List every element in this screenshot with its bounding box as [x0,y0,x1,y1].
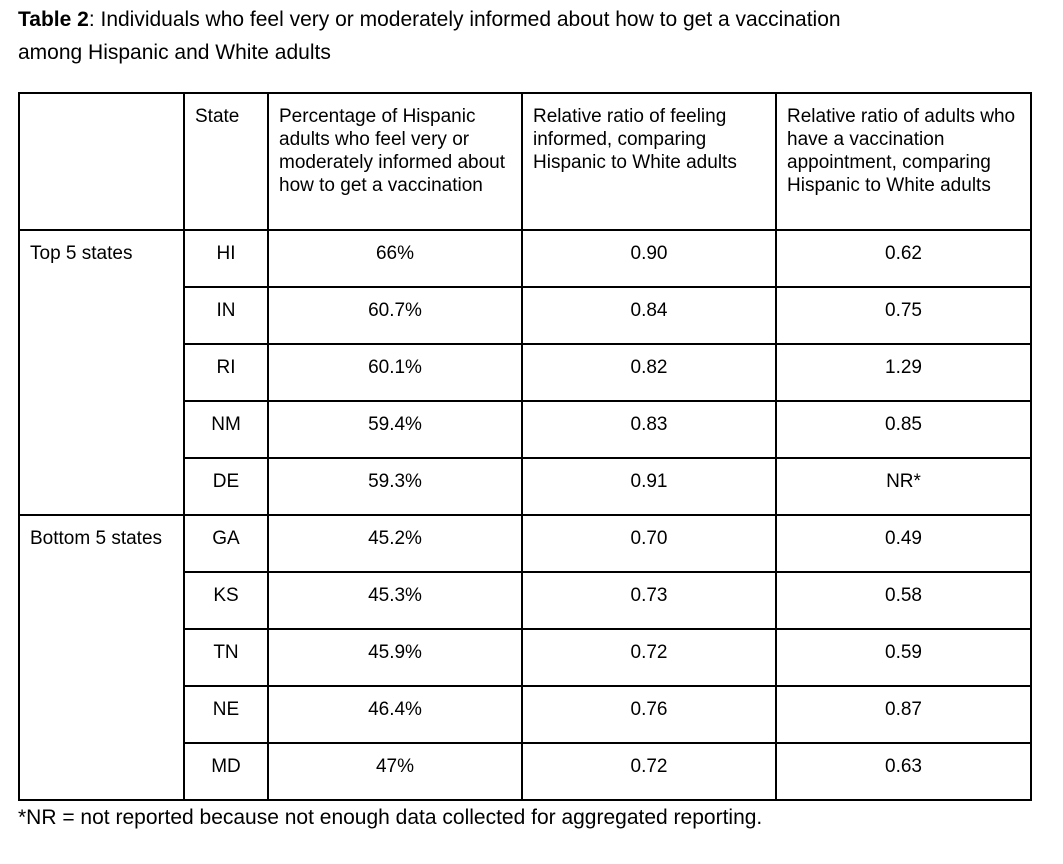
ratio-informed-cell: 0.91 [521,457,777,516]
ratio-informed-cell: 0.83 [521,400,777,459]
table-row: IN 60.7% 0.84 0.75 [19,286,1032,345]
ratio-informed-cell: 0.82 [521,343,777,402]
ratio-informed-cell: 0.72 [521,628,777,687]
ratio-appointment-cell: NR* [775,457,1032,516]
percentage-cell: 66% [267,229,523,288]
column-header-ratio-appointment: Relative ratio of adults who have a vacc… [775,92,1032,231]
table-row: MD 47% 0.72 0.63 [19,742,1032,801]
table-row: KS 45.3% 0.73 0.58 [19,571,1032,630]
table-title-label: Table 2 [18,8,89,31]
percentage-cell: 60.7% [267,286,523,345]
ratio-informed-cell: 0.72 [521,742,777,801]
state-cell: HI [183,229,269,288]
table-title: Table 2: Individuals who feel very or mo… [18,3,888,69]
ratio-informed-cell: 0.84 [521,286,777,345]
state-cell: RI [183,343,269,402]
ratio-appointment-cell: 0.49 [775,514,1032,573]
table-row: Bottom 5 states GA 45.2% 0.70 0.49 [18,514,1032,801]
state-cell: NE [183,685,269,744]
column-header-ratio-informed: Relative ratio of feeling informed, comp… [521,92,777,231]
percentage-cell: 45.9% [267,628,523,687]
state-cell: MD [183,742,269,801]
percentage-cell: 59.3% [267,457,523,516]
corner-cell [18,92,185,231]
percentage-cell: 46.4% [267,685,523,744]
state-cell: DE [183,457,269,516]
table-row: NE 46.4% 0.76 0.87 [19,685,1032,744]
state-cell: NM [183,400,269,459]
ratio-informed-cell: 0.90 [521,229,777,288]
ratio-appointment-cell: 0.87 [775,685,1032,744]
state-cell: GA [183,514,269,573]
column-header-percentage: Percentage of Hispanic adults who feel v… [267,92,523,231]
row-group-label-bottom5: Bottom 5 states [18,514,185,801]
ratio-informed-cell: 0.73 [521,571,777,630]
percentage-cell: 59.4% [267,400,523,459]
table-2: State Percentage of Hispanic adults who … [18,92,1032,801]
table-row: DE 59.3% 0.91 NR* [19,457,1032,516]
ratio-informed-cell: 0.70 [521,514,777,573]
ratio-appointment-cell: 0.63 [775,742,1032,801]
table-title-text: : Individuals who feel very or moderatel… [18,8,841,64]
state-cell: IN [183,286,269,345]
ratio-appointment-cell: 1.29 [775,343,1032,402]
table-row: Top 5 states HI 66% 0.90 0.62 [18,229,1032,516]
ratio-appointment-cell: 0.62 [775,229,1032,288]
column-header-state: State [183,92,269,231]
ratio-appointment-cell: 0.59 [775,628,1032,687]
state-cell: KS [183,571,269,630]
row-group-label-top5: Top 5 states [18,229,185,516]
table-row: RI 60.1% 0.82 1.29 [19,343,1032,402]
nr-footnote: *NR = not reported because not enough da… [18,806,763,829]
ratio-appointment-cell: 0.58 [775,571,1032,630]
table-row: TN 45.9% 0.72 0.59 [19,628,1032,687]
ratio-appointment-cell: 0.85 [775,400,1032,459]
percentage-cell: 45.2% [267,514,523,573]
header-row: State Percentage of Hispanic adults who … [18,92,1032,231]
table-row: NM 59.4% 0.83 0.85 [19,400,1032,459]
percentage-cell: 60.1% [267,343,523,402]
ratio-informed-cell: 0.76 [521,685,777,744]
state-cell: TN [183,628,269,687]
percentage-cell: 47% [267,742,523,801]
percentage-cell: 45.3% [267,571,523,630]
ratio-appointment-cell: 0.75 [775,286,1032,345]
